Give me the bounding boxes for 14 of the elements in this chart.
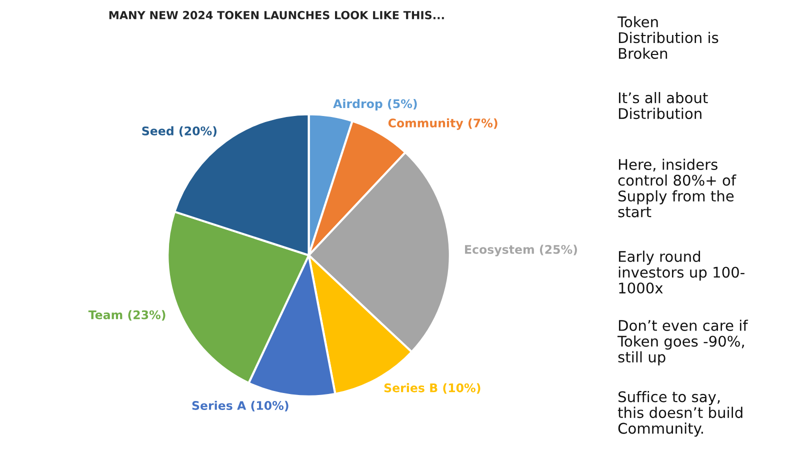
text: It’s all about Distribution	[618, 92, 708, 120]
slice-label: Community (7%)	[388, 118, 498, 130]
text: Suffice to say, this doesn’t build Community.	[618, 391, 742, 437]
text: Early round investors up 100- 1000x	[618, 250, 744, 294]
slice-label: Ecosystem (25%)	[465, 244, 577, 256]
slice-label: Series B (10%)	[384, 383, 480, 394]
text: Here, insiders control 80%+ of Supply from the start	[618, 158, 736, 218]
slice-label: Seed (20%)	[142, 126, 216, 137]
slice-label: Team (23%)	[88, 310, 166, 321]
slice-label: Series A (10%)	[192, 400, 288, 412]
text: Don’t even care if Token goes -90%, still up	[617, 320, 748, 366]
chart-title: MANY NEW 2024 TOKEN LAUNCHES LOOK LIKE THIS...	[109, 10, 444, 20]
text: Token Distribution is Broken	[617, 16, 718, 59]
slice-label: Airdrop (5%)	[333, 99, 417, 110]
